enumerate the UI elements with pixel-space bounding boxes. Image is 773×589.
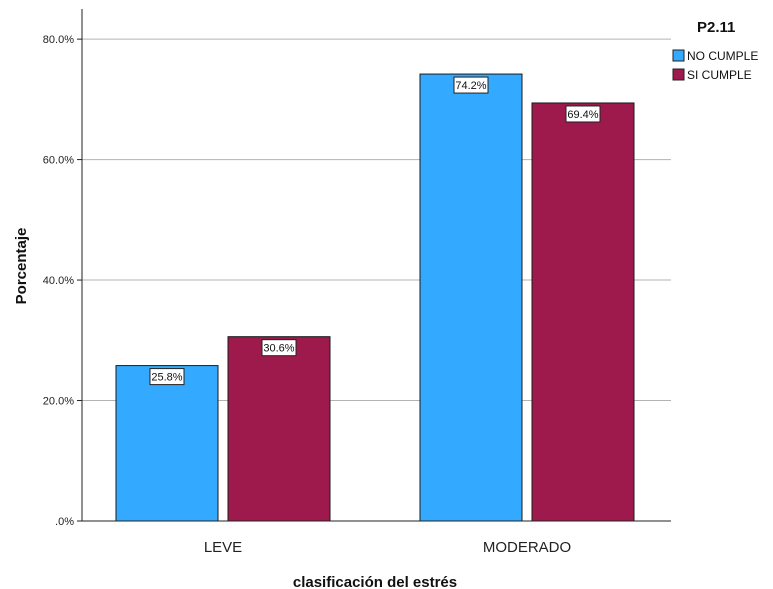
- bar: [115, 365, 219, 522]
- data-label-box: [453, 76, 489, 94]
- y-tick-label: 60.0%: [43, 155, 74, 167]
- data-label-box: [261, 339, 297, 357]
- data-label: 69.4%: [567, 109, 598, 121]
- y-axis-ticks: .0% 20.0% 40.0% 60.0% 80.0%: [43, 34, 82, 528]
- data-label-box: [149, 368, 185, 386]
- x-category-label: MODERADO: [483, 539, 571, 556]
- x-axis-title: clasificación del estrés: [293, 574, 457, 589]
- legend-label: SI CUMPLE: [687, 68, 752, 82]
- legend-label: NO CUMPLE: [687, 49, 758, 63]
- legend-swatch: [672, 68, 685, 81]
- data-labels: 25.8% 30.6% 74.2% 69.4%: [149, 76, 601, 386]
- x-category-label: LEVE: [204, 539, 242, 556]
- x-axis-categories: LEVE MODERADO: [204, 539, 571, 556]
- y-tick-label: .0%: [55, 516, 74, 528]
- legend-swatch: [672, 49, 685, 62]
- bar: [531, 102, 635, 522]
- y-tick-label: 80.0%: [43, 34, 74, 46]
- y-tick-label: 40.0%: [43, 275, 74, 287]
- legend: P2.11 NO CUMPLE SI CUMPLE: [672, 19, 758, 82]
- data-label: 25.8%: [151, 372, 182, 384]
- bar: [419, 73, 523, 522]
- bar: [227, 336, 331, 522]
- bars: [115, 73, 635, 522]
- data-label: 30.6%: [263, 343, 294, 355]
- y-axis-title: Porcentaje: [13, 228, 30, 305]
- data-label: 74.2%: [455, 80, 486, 92]
- legend-title: P2.11: [697, 19, 735, 36]
- y-tick-label: 20.0%: [43, 396, 74, 408]
- data-label-box: [565, 105, 601, 123]
